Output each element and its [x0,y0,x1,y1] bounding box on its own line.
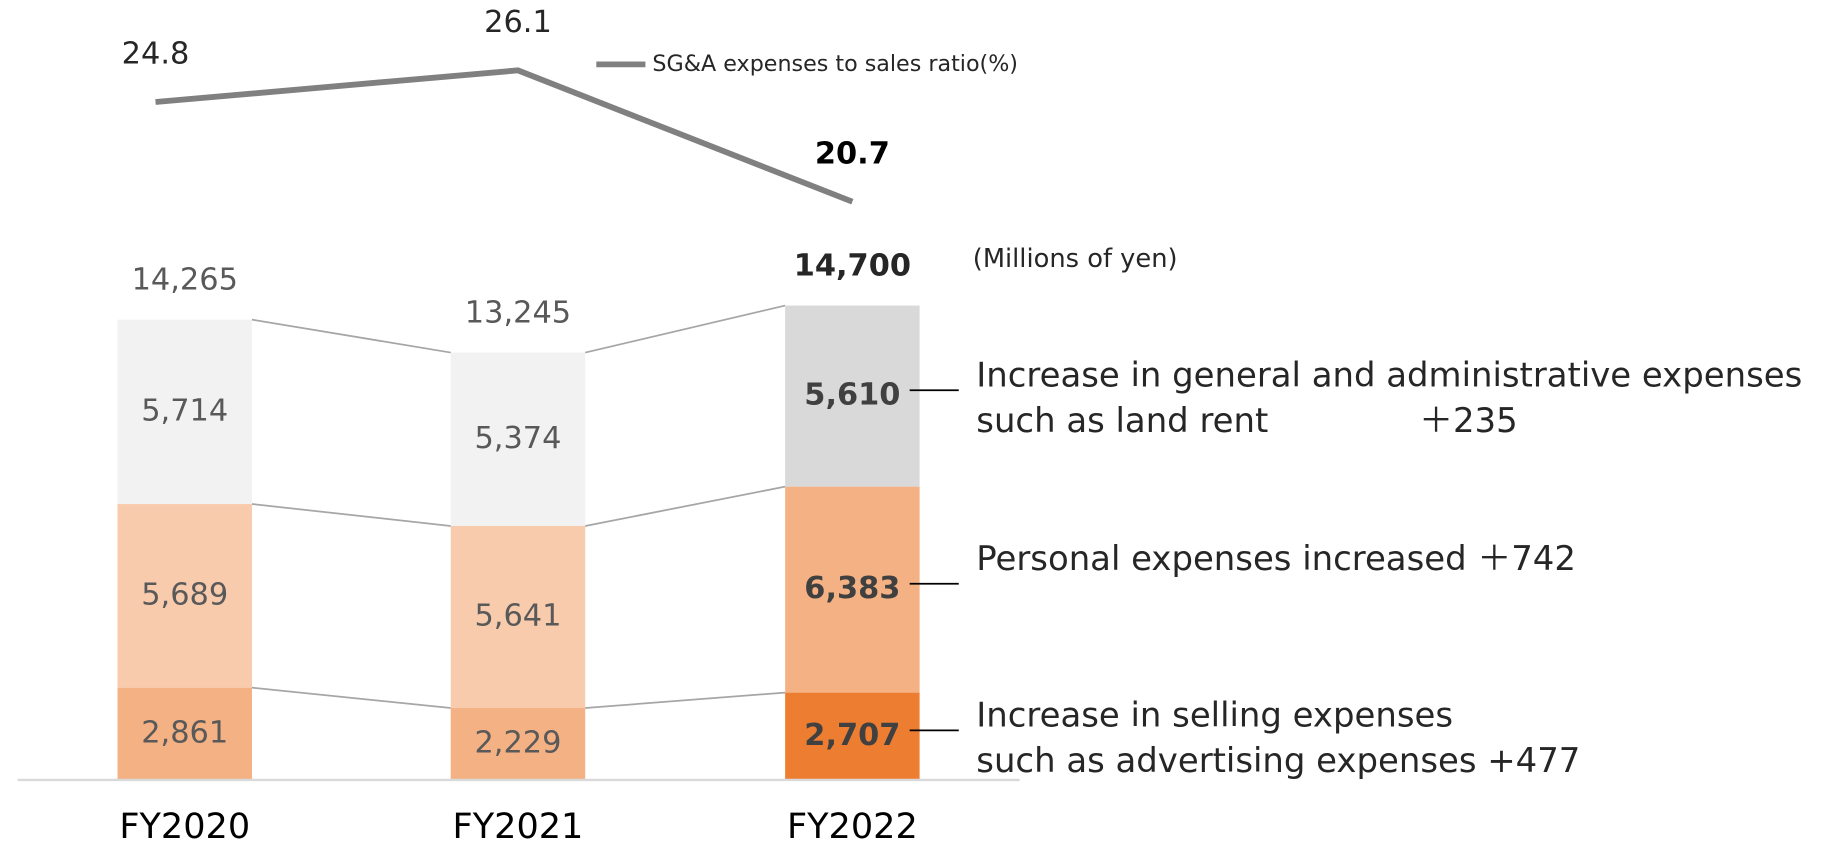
bar-segment [117,319,252,505]
value-label: 2,861 [141,715,228,750]
annotation-text: Increase in general and administrative e… [976,355,1802,394]
legend-label: SG&A expenses to sales ratio(%) [652,51,1018,77]
connector-line [251,318,451,354]
bar-segment [785,486,920,693]
value-label: 5,374 [474,421,561,456]
total-label: 13,245 [465,295,571,330]
x-tick-label: FY2022 [787,806,918,842]
bar-segment [117,687,252,780]
value-label: 5,641 [474,599,561,634]
connector-line [251,686,451,709]
bar-segment [785,305,920,487]
unit-label: (Millions of yen) [973,244,1178,274]
connector-line [584,304,786,354]
ratio-label: 26.1 [484,5,552,40]
bar-segment [785,692,920,780]
total-label: 14,265 [132,263,238,298]
annotation-text: Personal expenses increased ＋742 [976,539,1576,578]
x-tick-label: FY2021 [453,806,584,842]
bar-segment [450,708,586,780]
value-label: 5,689 [141,577,228,612]
value-label: 6,383 [804,571,900,606]
connector-line [585,485,786,527]
bar-segment [450,525,586,709]
bar-segment [117,504,252,688]
x-tick-label: FY2020 [119,806,250,842]
value-label: 2,707 [804,718,900,753]
ratio-label: 24.8 [122,37,190,72]
value-label: 5,610 [804,378,900,413]
ratio-label: 20.7 [815,136,890,171]
bar-segment [450,352,586,526]
value-label: 5,714 [141,393,228,428]
annotation-text: such as land rent ＋235 [976,401,1517,440]
connector-line [251,503,451,527]
ratio-line [155,67,854,205]
connector-line [585,691,786,709]
annotation-text: Increase in selling expenses [976,695,1453,734]
value-label: 2,229 [474,725,561,760]
annotation-text: such as advertising expenses +477 [976,741,1580,780]
total-label: 14,700 [794,248,911,283]
